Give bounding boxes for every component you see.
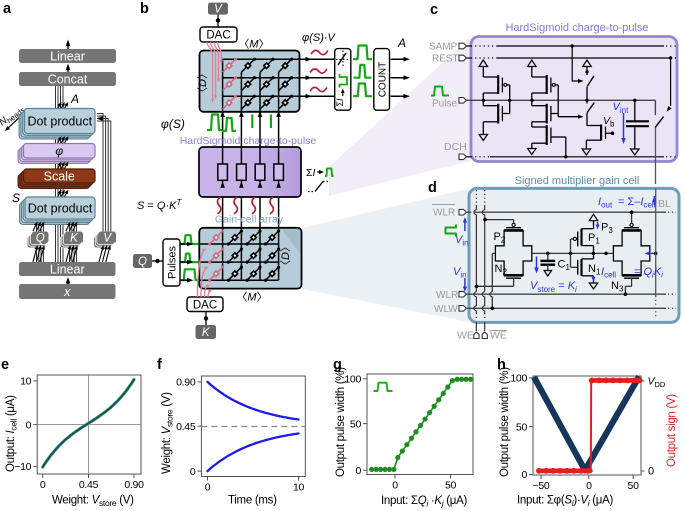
- svg-text:A: A: [397, 36, 406, 50]
- svg-text:x: x: [63, 285, 71, 299]
- svg-text:WLR: WLR: [433, 208, 455, 219]
- svg-text:WE: WE: [457, 330, 474, 342]
- svg-text:〈D〉: 〈D〉: [279, 241, 292, 271]
- svg-text:〈D〉: 〈D〉: [196, 68, 209, 98]
- svg-text:−10: −10: [14, 461, 31, 473]
- svg-text:VDD: VDD: [648, 376, 666, 390]
- svg-text:Input: ΣQi ·Kj (μA): Input: ΣQi ·Kj (μA): [381, 495, 467, 509]
- svg-text:A: A: [70, 92, 79, 106]
- svg-text:SAMP: SAMP: [429, 42, 458, 53]
- svg-text:BL: BL: [658, 198, 671, 210]
- svg-text:10: 10: [293, 482, 305, 494]
- svg-text:φ: φ: [55, 144, 63, 158]
- svg-text:Pulses: Pulses: [167, 245, 179, 279]
- svg-text:50: 50: [628, 480, 640, 492]
- svg-text:Scale: Scale: [44, 170, 75, 184]
- svg-text:φ(S): φ(S): [161, 117, 185, 131]
- svg-text:100: 100: [510, 373, 527, 385]
- svg-text:50: 50: [445, 480, 457, 492]
- svg-text:S = Q·KT: S = Q·KT: [137, 198, 182, 212]
- svg-text:φ(S)·V: φ(S)·V: [302, 32, 337, 44]
- svg-text:Time (ms): Time (ms): [228, 495, 277, 507]
- svg-text:COUNT: COUNT: [378, 62, 389, 98]
- svg-text:Signed multiplier gain cell: Signed multiplier gain cell: [515, 175, 640, 187]
- svg-text:50: 50: [350, 418, 362, 430]
- svg-text:WLW: WLW: [434, 304, 458, 315]
- svg-text:WLR: WLR: [436, 290, 458, 301]
- svg-text:Output pulse width (%): Output pulse width (%): [499, 367, 511, 477]
- svg-text:ΣI: ΣI: [335, 98, 345, 107]
- svg-text:Output: Icell (μA): Output: Icell (μA): [5, 395, 19, 472]
- svg-text:0.45: 0.45: [176, 421, 196, 433]
- svg-text:c: c: [430, 2, 438, 18]
- svg-text:0: 0: [521, 469, 527, 481]
- svg-text:0: 0: [355, 465, 361, 477]
- svg-text:Pulse: Pulse: [432, 99, 457, 110]
- svg-text:S: S: [12, 191, 20, 205]
- svg-text:DAC: DAC: [193, 299, 217, 311]
- svg-text:Vin: Vin: [455, 234, 469, 248]
- svg-text:e: e: [1, 357, 9, 373]
- svg-text:Vin: Vin: [453, 266, 467, 280]
- svg-text:0: 0: [392, 480, 398, 492]
- svg-text:g: g: [333, 357, 342, 373]
- svg-text:100: 100: [344, 373, 361, 385]
- svg-text:Output pulse width (%): Output pulse width (%): [335, 367, 347, 477]
- svg-text:K: K: [70, 232, 79, 244]
- svg-text:b: b: [140, 1, 149, 17]
- svg-text:Vint: Vint: [613, 101, 630, 115]
- svg-text:0.90: 0.90: [176, 377, 196, 389]
- svg-text:Weight: Vstore (V): Weight: Vstore (V): [161, 392, 175, 474]
- svg-text:10: 10: [20, 376, 32, 388]
- svg-text:Vb: Vb: [603, 115, 615, 129]
- svg-text:V: V: [103, 232, 112, 244]
- svg-text:0: 0: [26, 419, 32, 431]
- svg-text:K: K: [202, 327, 211, 339]
- svg-text:50: 50: [516, 421, 528, 433]
- svg-text:〈M〉: 〈M〉: [238, 38, 269, 51]
- svg-text:Dot product: Dot product: [27, 115, 92, 129]
- svg-text:Dot product: Dot product: [28, 202, 93, 216]
- svg-text:f: f: [157, 357, 162, 373]
- svg-text:Icell= QiKi: Icell = QiKi: [601, 266, 663, 280]
- svg-text:Input: Σφ(Si)·Vi (μA): Input: Σφ(Si)·Vi (μA): [517, 495, 613, 509]
- svg-text:〈M〉: 〈M〉: [236, 291, 267, 304]
- svg-text:V: V: [214, 4, 223, 16]
- svg-text:Q: Q: [138, 256, 147, 268]
- svg-text:Output sign (V): Output sign (V): [666, 394, 678, 467]
- svg-text:0: 0: [648, 466, 654, 478]
- svg-text:Gain-cell array: Gain-cell array: [215, 214, 284, 226]
- svg-text:REST: REST: [432, 54, 459, 65]
- svg-text:d: d: [428, 180, 437, 196]
- svg-text:DCH: DCH: [444, 141, 467, 153]
- svg-text:DAC: DAC: [206, 30, 230, 42]
- svg-text:0.45: 0.45: [79, 479, 99, 491]
- svg-text:0: 0: [40, 479, 46, 491]
- svg-text:Linear: Linear: [50, 50, 85, 64]
- svg-text:h: h: [497, 357, 506, 373]
- svg-text:Weight: Vstore (V): Weight: Vstore (V): [52, 495, 134, 509]
- svg-text:WE: WE: [490, 330, 507, 342]
- svg-text:Concat: Concat: [48, 73, 88, 87]
- svg-text:a: a: [3, 1, 12, 17]
- svg-text:HardSigmoid charge-to-pulse: HardSigmoid charge-to-pulse: [505, 22, 648, 34]
- svg-text:Q: Q: [36, 232, 45, 244]
- svg-text:0.90: 0.90: [124, 479, 144, 491]
- svg-text:0: 0: [205, 482, 211, 494]
- svg-text:Linear: Linear: [50, 263, 85, 277]
- svg-text:0: 0: [586, 480, 592, 492]
- svg-text:HardSigmoid charge-to-pulse: HardSigmoid charge-to-pulse: [180, 135, 317, 147]
- svg-text:0: 0: [190, 466, 196, 478]
- svg-text:Iout= Σ–Icell: Iout = Σ–Icell: [598, 196, 656, 210]
- svg-text:ΣI: ΣI: [306, 167, 316, 179]
- svg-text:−50: −50: [533, 480, 550, 492]
- svg-text:Vstore = Ki: Vstore = Ki: [530, 280, 577, 294]
